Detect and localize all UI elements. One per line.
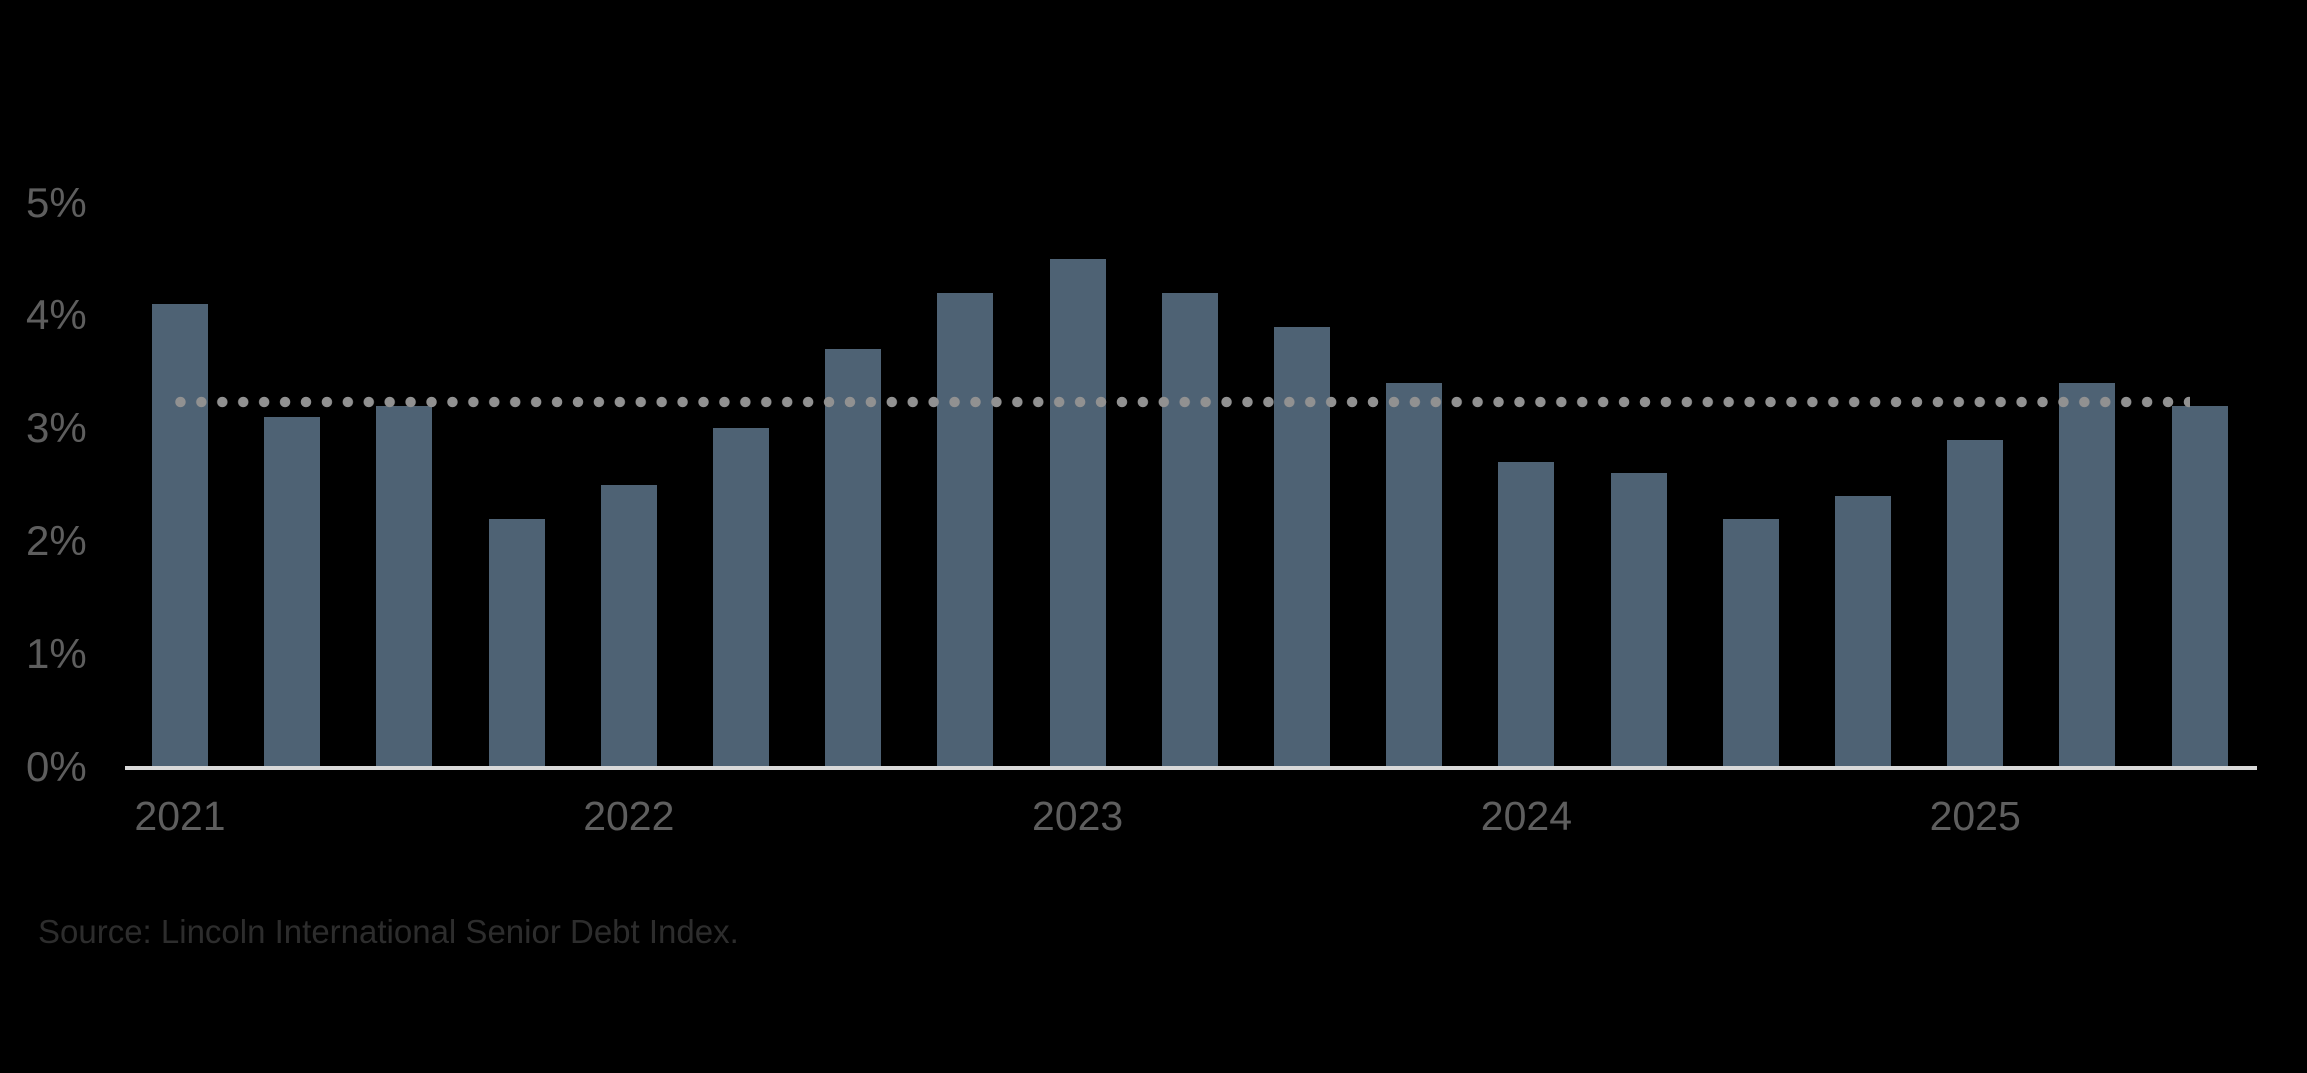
average-dotted-line <box>170 396 2190 409</box>
bar-2022-q2 <box>713 428 769 767</box>
x-axis-year-label-2023: 2023 <box>1031 793 1124 839</box>
bar-2022-q4 <box>937 292 994 767</box>
bar-2025-q1 <box>1947 439 2004 767</box>
y-axis-tick-label: 1% <box>26 630 87 678</box>
bar-2023-q1 <box>1049 258 1106 767</box>
bar-2024-q3 <box>1722 518 1779 767</box>
bar-2024-q1 <box>1498 462 1555 767</box>
x-axis-year-label-2024: 2024 <box>1480 793 1572 839</box>
bar-2025-q2 <box>2059 383 2116 767</box>
source-note: Source: Lincoln International Senior Deb… <box>38 913 739 950</box>
y-axis-tick-label: 5% <box>26 178 87 226</box>
bar-2022-q1 <box>600 484 657 767</box>
bar-2023-q2 <box>1161 292 1218 767</box>
x-axis-line <box>125 766 2257 770</box>
bar-2021-q4 <box>488 518 545 767</box>
bar-2023-q4 <box>1386 383 1443 767</box>
bar-2021-q2 <box>264 417 321 767</box>
bar-2023-q3 <box>1274 326 1330 767</box>
x-axis-year-label-2022: 2022 <box>583 793 675 839</box>
y-axis-tick-label: 2% <box>26 517 87 565</box>
y-axis-tick-label: 0% <box>26 743 87 790</box>
bar-2024-q2 <box>1610 473 1667 767</box>
bar-2021-q3 <box>376 405 433 767</box>
x-axis-year-label-2021: 2021 <box>134 793 226 839</box>
bar-2022-q3 <box>825 349 882 767</box>
bar-2025-q3 <box>2171 405 2228 767</box>
y-axis-tick-label: 4% <box>26 291 87 339</box>
bar-2021-q1 <box>152 304 208 767</box>
x-axis-year-label-2025: 2025 <box>1929 793 2021 839</box>
y-axis-tick-label: 3% <box>26 404 87 452</box>
bar-2024-q4 <box>1835 496 1891 767</box>
